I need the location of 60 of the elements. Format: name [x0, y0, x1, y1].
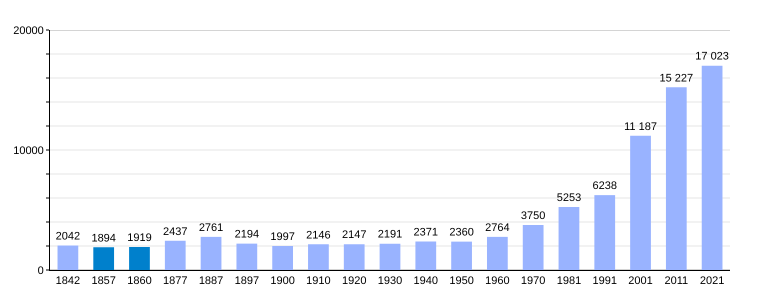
- bar: [93, 247, 114, 270]
- x-tick-label: 2011: [664, 275, 688, 288]
- x-tick-label: 1897: [234, 275, 260, 288]
- x-tick-label: 1910: [306, 275, 331, 288]
- data-label: 3750: [520, 210, 546, 222]
- bar: [451, 242, 472, 270]
- data-label: 1919: [127, 232, 152, 244]
- data-label: 2437: [163, 226, 188, 238]
- x-tick-label: 1991: [592, 275, 617, 288]
- x-tick-label: 1940: [414, 275, 438, 288]
- bar: [129, 246, 150, 270]
- x-tick-label: 1960: [485, 275, 510, 288]
- x-tick-label: 2021: [700, 275, 724, 288]
- bar: [236, 244, 258, 270]
- bar: [666, 87, 687, 270]
- x-tick-label: 1920: [342, 275, 366, 288]
- data-label: 2194: [234, 228, 260, 241]
- x-tick-label: 1900: [270, 275, 295, 288]
- x-tick-label: 1842: [56, 275, 80, 288]
- bar: [308, 244, 329, 270]
- bar: [630, 136, 651, 270]
- x-tick-label: 1950: [449, 275, 474, 288]
- data-label: 2764: [485, 222, 510, 234]
- x-tick-label: 1930: [378, 275, 402, 288]
- data-label: 6238: [592, 180, 617, 192]
- x-tick-label: 1981: [556, 275, 582, 288]
- bar: [486, 236, 508, 270]
- data-label: 2371: [414, 226, 438, 239]
- data-label: 1997: [270, 231, 295, 244]
- bar: [594, 195, 616, 270]
- bar: [522, 225, 544, 270]
- data-label: 2042: [56, 230, 80, 242]
- y-tick-label: 0: [38, 264, 44, 277]
- x-tick-label: 2001: [628, 275, 653, 288]
- bar: [164, 240, 186, 270]
- y-tick-label: 20000: [13, 24, 44, 37]
- data-label: 15 227: [659, 72, 694, 84]
- data-label: 11 187: [624, 120, 657, 133]
- x-tick-label: 1887: [198, 275, 224, 288]
- data-label: 17 023: [695, 50, 729, 63]
- data-label: 1894: [91, 232, 116, 244]
- bar: [58, 246, 78, 270]
- x-tick-label: 1857: [91, 275, 116, 288]
- data-label: 2761: [198, 222, 224, 234]
- bar: [344, 244, 365, 270]
- x-tick-label: 1860: [127, 275, 152, 288]
- data-label: 2146: [306, 229, 331, 242]
- x-tick-label: 1970: [520, 275, 546, 288]
- bar: [415, 242, 436, 270]
- bar: [272, 246, 294, 270]
- bar: [200, 236, 222, 270]
- bar: [380, 244, 400, 270]
- data-label: 2147: [342, 229, 366, 242]
- y-tick-label: 10000: [13, 144, 44, 157]
- data-label: 5253: [556, 192, 582, 204]
- data-label: 2360: [449, 226, 474, 239]
- data-label: 2191: [378, 228, 402, 241]
- x-tick-label: 1877: [163, 275, 188, 288]
- bar: [702, 66, 722, 270]
- bar: [558, 206, 580, 270]
